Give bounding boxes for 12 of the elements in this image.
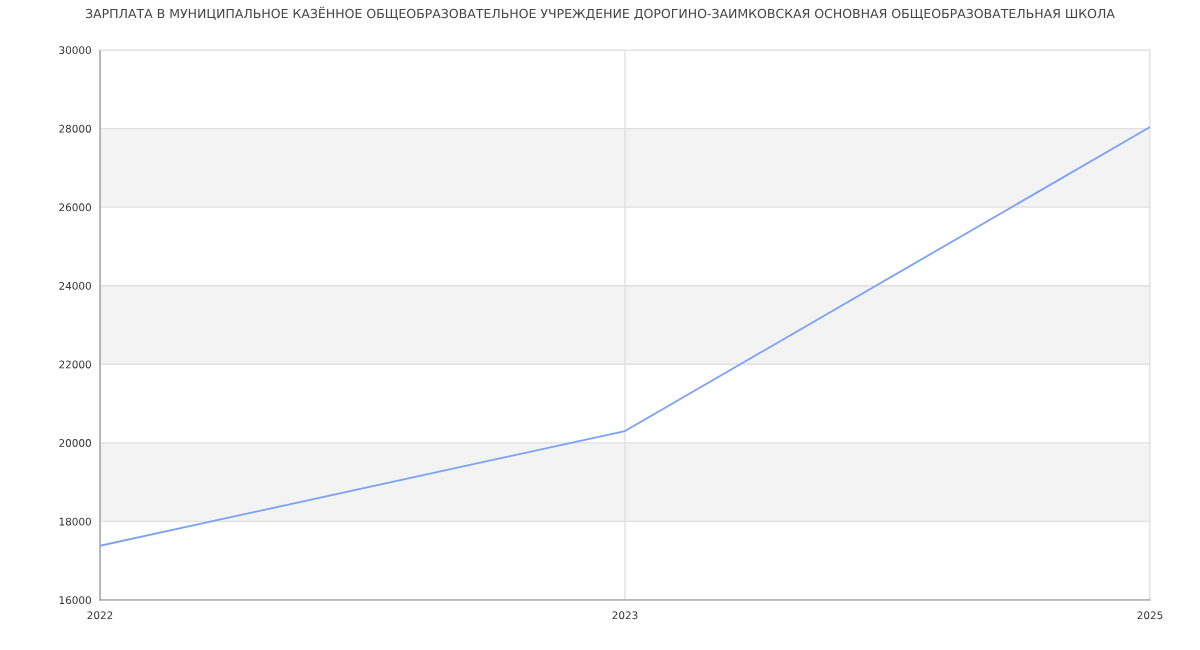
y-tick-label: 26000 xyxy=(59,203,91,212)
x-tick-label: 2023 xyxy=(612,611,638,620)
y-tick-label: 16000 xyxy=(59,596,91,605)
x-tick-label: 2025 xyxy=(1137,611,1163,620)
y-tick-label: 30000 xyxy=(59,46,91,55)
x-tick-label: 2022 xyxy=(87,611,113,620)
y-tick-label: 28000 xyxy=(59,124,91,133)
y-tick-label: 18000 xyxy=(59,517,91,526)
y-tick-label: 22000 xyxy=(59,360,91,369)
y-tick-label: 24000 xyxy=(59,281,91,290)
chart-title: ЗАРПЛАТА В МУНИЦИПАЛЬНОЕ КАЗЁННОЕ ОБЩЕОБРАЗОВАТЕЛЬНОЕ УЧРЕЖДЕНИЕ ДОРОГИНО-ЗАИМКОВСКАЯ ОСНОВНАЯ ОБЩЕОБРАЗОВАТЕЛЬНАЯ ШКОЛА xyxy=(85,6,1115,21)
y-tick-label: 20000 xyxy=(59,439,91,447)
